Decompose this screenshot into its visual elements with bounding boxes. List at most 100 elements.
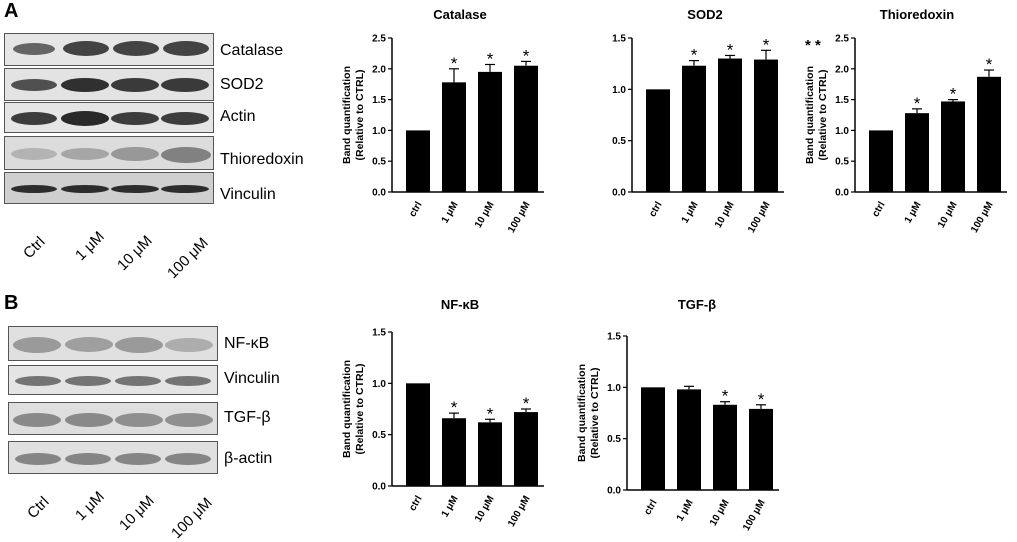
chart-title: Thioredoxin xyxy=(880,7,954,22)
band xyxy=(165,338,213,352)
band xyxy=(61,111,109,126)
bar-100um xyxy=(514,412,538,486)
x-tick-label: ctrl xyxy=(870,200,887,219)
band xyxy=(163,41,209,56)
band xyxy=(165,376,211,386)
band xyxy=(161,185,209,193)
x-tick-label: 100 μM xyxy=(506,200,532,235)
bar-1um xyxy=(682,65,706,192)
band xyxy=(115,337,163,353)
x-tick-label: ctrl xyxy=(407,200,424,219)
x-tick-label: 100 μM xyxy=(969,200,995,235)
blot-label-thioredoxin: Thioredoxin xyxy=(220,151,304,168)
y-axis-label: (Relative to CTRL) xyxy=(817,69,829,160)
y-tick-label: 0.5 xyxy=(607,434,621,445)
bar-1um xyxy=(442,82,466,192)
bar-10um xyxy=(713,404,737,490)
lane-label-ctrl-b: Ctrl xyxy=(24,493,53,523)
blot-actin xyxy=(4,102,214,133)
significance-marker: * xyxy=(763,35,770,54)
band xyxy=(61,185,109,193)
x-tick-label: ctrl xyxy=(642,498,659,517)
y-tick-label: 1.5 xyxy=(835,95,849,106)
y-tick-label: 1.0 xyxy=(612,85,626,96)
x-tick-label: 10 μM xyxy=(473,494,497,524)
y-axis-label: Band quantification xyxy=(341,360,353,458)
lane-label-100um: 100 μM xyxy=(164,234,212,283)
blot-label-sod2: SOD2 xyxy=(220,76,264,93)
band xyxy=(161,112,209,125)
bar-100um xyxy=(514,65,538,192)
y-axis-label: (Relative to CTRL) xyxy=(354,363,366,454)
x-tick-label: 10 μM xyxy=(473,200,497,230)
band xyxy=(63,41,109,56)
significance-marker: * xyxy=(523,46,530,65)
band xyxy=(165,453,211,465)
band xyxy=(165,413,213,427)
bar-ctrl xyxy=(406,130,430,192)
significance-marker: * xyxy=(691,46,698,65)
band xyxy=(11,185,57,193)
blot-label-tgfb: TGF-β xyxy=(224,409,271,426)
bar-10um xyxy=(478,422,502,486)
y-tick-label: 0.5 xyxy=(372,430,386,441)
y-tick-label: 1.5 xyxy=(372,95,386,106)
tgfb-chart: TGF-β 0.0 0.5 1.0 1.5 Band quantification (Rel… xyxy=(576,297,779,533)
bar-ctrl xyxy=(406,383,430,486)
band xyxy=(115,376,161,386)
lane-label-ctrl: Ctrl xyxy=(20,233,49,263)
band xyxy=(161,78,209,92)
blot-beta-actin xyxy=(8,441,218,474)
band xyxy=(13,413,61,427)
y-tick-label: 1.5 xyxy=(607,332,621,343)
y-tick-label: 0.0 xyxy=(607,486,621,497)
bar-1um xyxy=(905,113,929,192)
y-tick-label: 2.5 xyxy=(372,34,386,45)
y-tick-label: 1.0 xyxy=(372,126,386,137)
significance-marker: * xyxy=(487,49,494,68)
significance-marker: * xyxy=(487,404,494,423)
extra-significance-marks: * * xyxy=(805,37,821,54)
band xyxy=(61,148,109,160)
significance-marker: * xyxy=(451,398,458,417)
y-axis-label: (Relative to CTRL) xyxy=(589,367,601,458)
x-tick-label: ctrl xyxy=(647,200,664,219)
x-tick-label: 10 μM xyxy=(936,200,960,230)
y-tick-label: 2.5 xyxy=(835,34,849,45)
blot-sod2 xyxy=(4,68,214,101)
bar-100um xyxy=(754,59,778,193)
band xyxy=(65,453,111,465)
band xyxy=(111,78,159,92)
band xyxy=(161,147,211,163)
band xyxy=(113,41,159,56)
band xyxy=(15,453,61,465)
significance-marker: * xyxy=(727,40,734,59)
blot-label-actin: Actin xyxy=(220,108,256,125)
significance-marker: * xyxy=(758,390,765,409)
blot-tgfb xyxy=(8,402,218,435)
band xyxy=(11,148,57,160)
y-tick-label: 1.0 xyxy=(835,126,849,137)
y-tick-label: 0.5 xyxy=(612,136,626,147)
x-tick-label: 10 μM xyxy=(713,200,737,230)
y-axis-label: Band quantification xyxy=(804,66,816,164)
y-tick-label: 0.0 xyxy=(372,482,386,493)
blot-label-vinculin-b: Vinculin xyxy=(224,370,280,387)
y-axis-label: (Relative to CTRL) xyxy=(354,69,366,160)
chart-title: NF-κB xyxy=(441,297,479,312)
blot-thioredoxin xyxy=(4,136,214,170)
band xyxy=(65,376,111,386)
blot-label-catalase: Catalase xyxy=(220,42,284,59)
x-tick-label: 1 μM xyxy=(440,200,461,225)
nfkb-chart: NF-κB 0.0 0.5 1.0 1.5 Band quantification (Rel… xyxy=(341,297,544,529)
bar-1um xyxy=(442,418,466,486)
bar-100um xyxy=(749,408,773,490)
lane-label-10um-b: 10 μM xyxy=(116,492,158,535)
blot-catalase xyxy=(4,33,214,66)
y-tick-label: 0.5 xyxy=(372,157,386,168)
x-tick-label: ctrl xyxy=(407,494,424,513)
blot-label-nfkb: NF-κB xyxy=(224,335,270,352)
bar-10um xyxy=(718,58,742,193)
significance-marker: * xyxy=(986,55,993,74)
lane-label-1um-b: 1 μM xyxy=(72,488,108,525)
